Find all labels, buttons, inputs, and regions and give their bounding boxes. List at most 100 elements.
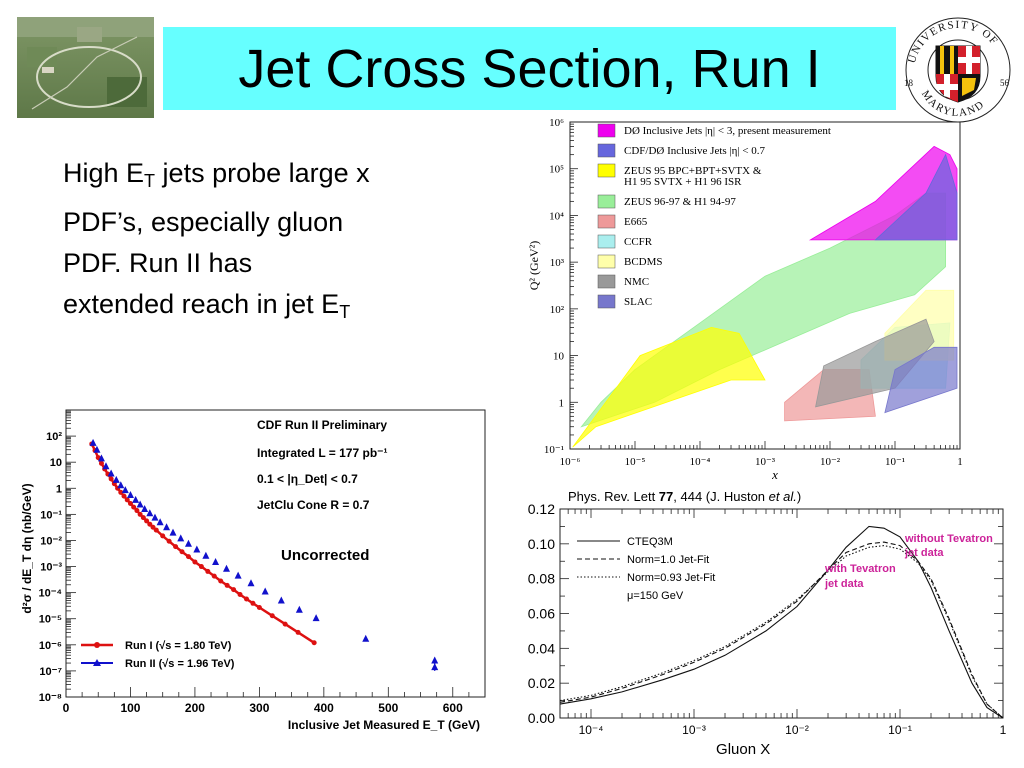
annot-with: with Tevatron [824, 563, 896, 575]
run2-point [223, 564, 231, 572]
jet-cross-section-chart: 0 100 200 300 400 500 600 10⁻⁸ 10⁻⁷ 10⁻⁶ 10⁻⁵ 10⁻⁴ 1… [20, 409, 486, 732]
y-tick-label: 1 [56, 483, 62, 495]
university-seal: UNIVERSITY OF MARYLAND 18 56 [904, 17, 1011, 123]
x-tick-label: 1 [1000, 723, 1007, 737]
run1-point [134, 508, 140, 514]
y-tick-label: 10⁻⁶ [39, 640, 62, 652]
run2-point [107, 469, 115, 477]
xsec-cone: JetClu Cone R = 0.7 [257, 498, 370, 512]
run2-point [193, 545, 201, 553]
run1-point [192, 559, 198, 565]
run1-point [140, 515, 146, 521]
run2-point [117, 481, 125, 489]
x-tick-label: 200 [185, 701, 205, 715]
annot-without: without Tevatron [904, 533, 993, 545]
legend-label-3: ZEUS 96-97 & H1 94-97 [624, 196, 736, 208]
legend-label-0: DØ Inclusive Jets |η| < 3, present measu… [624, 125, 831, 137]
y-tick-label: 0.02 [528, 675, 555, 691]
legend-run2-marker [93, 659, 101, 666]
legend-run1-marker [94, 642, 100, 648]
body-line-3: PDF. Run II has [63, 248, 253, 278]
coverage-legend: DØ Inclusive Jets |η| < 3, present measu… [597, 123, 831, 309]
legend-label-dotted: Norm=0.93 Jet-Fit [627, 572, 715, 584]
run2-point [97, 454, 105, 462]
xsec-data [89, 438, 439, 671]
xsec-lumi: Integrated L = 177 pb⁻¹ [257, 446, 387, 460]
run2-point [156, 518, 164, 526]
legend-label-dashed: Norm=1.0 Jet-Fit [627, 554, 709, 566]
run1-point [131, 504, 137, 510]
run1-point [237, 591, 243, 597]
region-8 [884, 346, 958, 414]
region-1 [572, 326, 766, 448]
run1-point [150, 524, 156, 530]
run1-point [224, 582, 230, 588]
x-tick-label: 1 [957, 456, 963, 468]
run1-point [243, 596, 249, 602]
run2-point [102, 462, 110, 470]
run2-point [312, 614, 320, 622]
run1-point [185, 554, 191, 560]
y-tick-label: 10⁻⁸ [39, 692, 62, 704]
y-tick-label: 10⁵ [549, 164, 564, 176]
legend-label-1: CDF/DØ Inclusive Jets |η| < 0.7 [624, 145, 766, 157]
x-tick-label: 10⁻¹ [885, 456, 905, 468]
run1-point [121, 493, 127, 499]
legend-label2-2: H1 95 SVTX + H1 96 ISR [624, 176, 742, 188]
seal-year-right: 56 [1000, 78, 1010, 88]
y-axis-label: d²σ / dE_T dη (nb/GeV) [20, 483, 34, 613]
gluon-annotations: CTEQ3M Norm=1.0 Jet-Fit Norm=0.93 Jet-Fit μ… [577, 533, 993, 602]
x-tick-label: 10⁻³ [755, 456, 776, 468]
x-tick-label: 100 [120, 701, 140, 715]
run1-point [179, 549, 185, 555]
run1-point [231, 587, 237, 593]
legend-label-8: SLAC [624, 296, 652, 308]
body-text: High ET jets probe large x PDF’s, especi… [63, 153, 463, 333]
run2-point [177, 534, 185, 542]
curve-solid [559, 525, 1004, 719]
run1-point [205, 568, 211, 574]
y-tick-label: 10⁻⁷ [39, 666, 62, 678]
y-tick-label: 10² [46, 431, 62, 443]
y-tick-label: 0.04 [528, 640, 555, 656]
run1-point [144, 518, 150, 524]
run2-point [136, 500, 144, 508]
y-tick-label: 0.10 [528, 536, 555, 552]
legend-swatch-0 [597, 123, 616, 138]
x-tick-label: 10⁻⁴ [690, 456, 711, 468]
legend-label-6: BCDMS [624, 256, 663, 268]
run1-point [153, 527, 159, 533]
run1-point [198, 564, 204, 570]
legend-swatch-7 [597, 274, 616, 289]
legend-label-run2: Run II (√s = 1.96 TeV) [125, 658, 235, 670]
run1-point [256, 604, 262, 610]
run2-point [132, 495, 140, 503]
citation: Phys. Rev. Lett 77, 444 (J. Huston et al… [568, 489, 802, 504]
legend-swatch-5 [597, 234, 616, 249]
annot-without-jetdata: jet data [904, 547, 944, 559]
x-tick-label: 500 [378, 701, 398, 715]
y-tick-label: 10⁻⁵ [39, 614, 62, 626]
y-tick-label: 10 [553, 351, 565, 363]
accelerator-photo [17, 17, 154, 118]
x-tick-label: 10⁻² [820, 456, 841, 468]
run1-point [118, 489, 124, 495]
y-tick-label: 0.08 [528, 571, 555, 587]
legend-swatch-4 [597, 214, 616, 229]
body-line-4: extended reach in jet ET [63, 289, 351, 322]
body-line-2: PDF’s, especially gluon [63, 207, 344, 237]
xsec-chart-title: CDF Run II Preliminary [257, 418, 387, 432]
legend-label-5: CCFR [624, 236, 653, 248]
curve-dashed [559, 541, 1004, 719]
run1-point [147, 521, 153, 527]
legend-label-4: E665 [624, 216, 648, 228]
title-bar [163, 27, 896, 110]
run2-point [247, 579, 255, 587]
run2-point [169, 528, 177, 536]
run2-point [141, 505, 149, 513]
run2-point [112, 475, 120, 483]
run2-point [277, 596, 285, 604]
region-3 [874, 153, 958, 241]
y-tick-label: 10⁻³ [40, 562, 62, 574]
run2-point [202, 551, 210, 559]
